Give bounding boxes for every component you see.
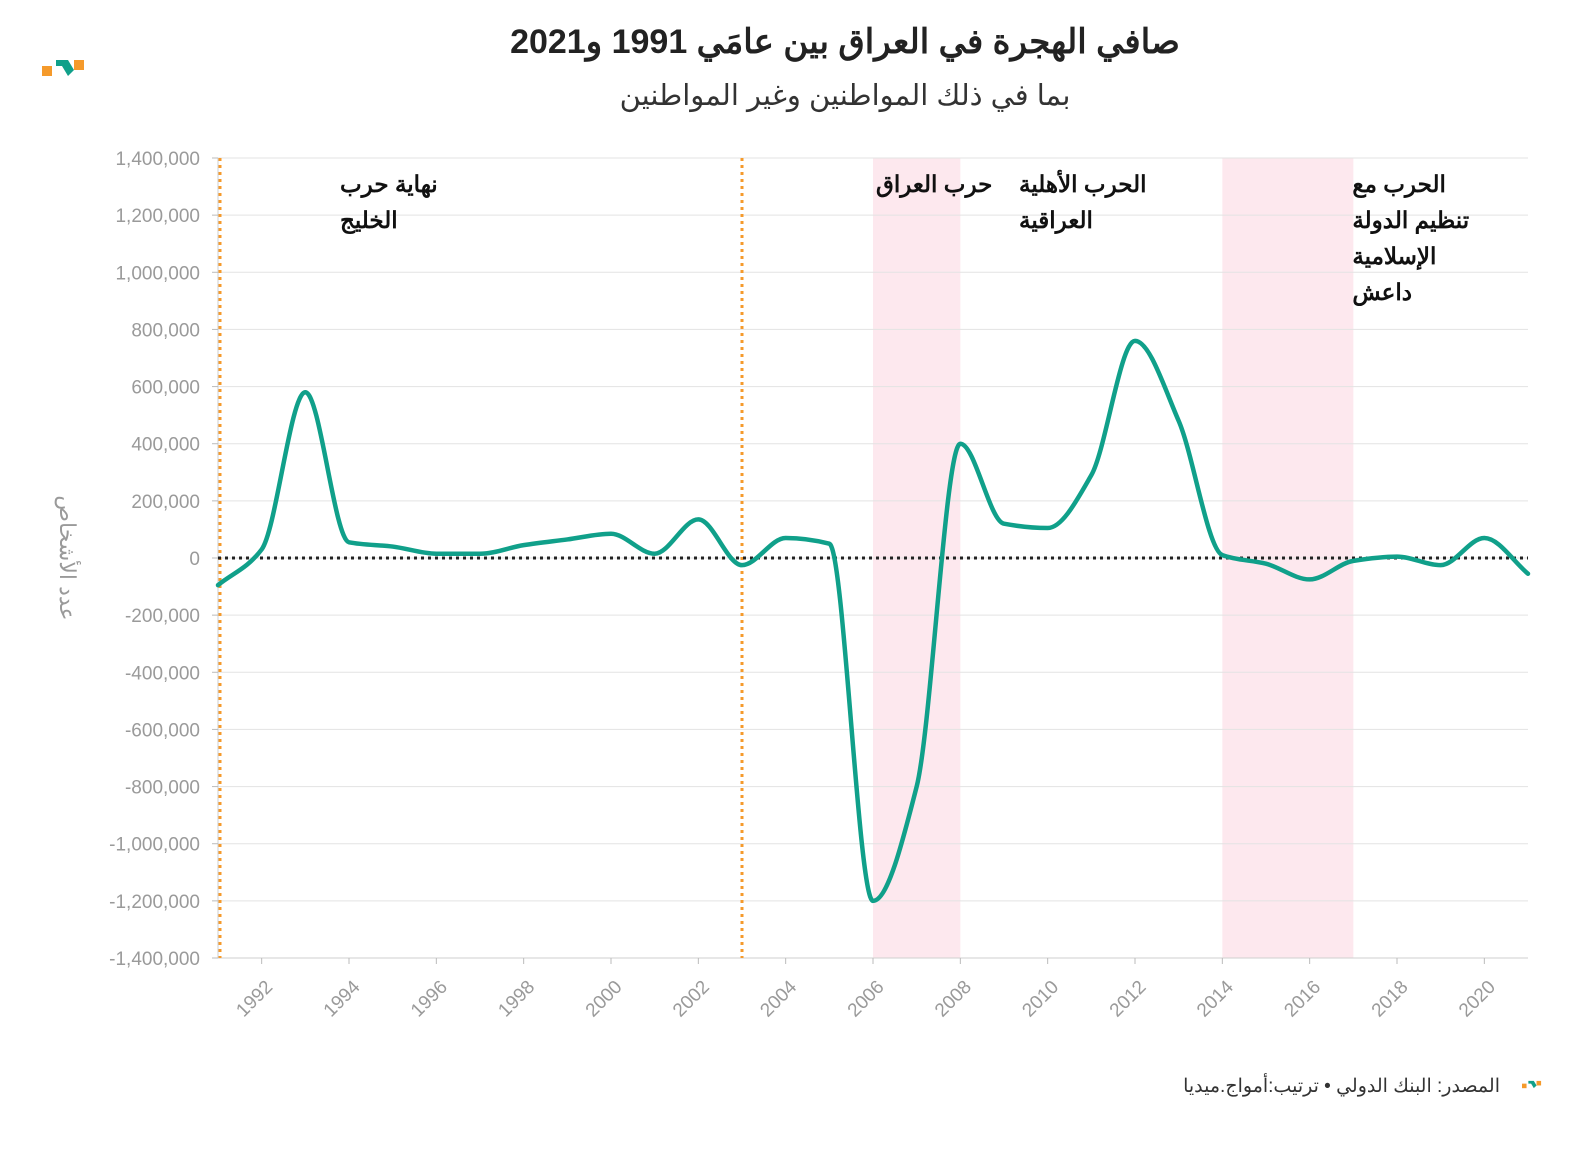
x-tick-label: 2014 bbox=[1193, 976, 1238, 1021]
x-tick-label: 2016 bbox=[1280, 977, 1325, 1022]
x-tick-label: 2018 bbox=[1368, 977, 1413, 1022]
x-tick-label: 2012 bbox=[1106, 977, 1151, 1022]
x-tick-label: 2008 bbox=[931, 977, 976, 1022]
y-tick-label: -800,000 bbox=[125, 778, 200, 799]
annotation-3: الحرب مع تنظيم الدولة الإسلامية داعش bbox=[1352, 171, 1469, 307]
y-tick-label: 1,200,000 bbox=[115, 206, 200, 227]
y-tick-label: 600,000 bbox=[131, 378, 200, 399]
x-tick-label: 2020 bbox=[1455, 977, 1500, 1022]
chart-subtitle: بما في ذلك المواطنين وغير المواطنين bbox=[619, 80, 1071, 112]
y-tick-label: -400,000 bbox=[125, 663, 200, 684]
chart-title: صافي الهجرة في العراق بين عامَي 1991 و20… bbox=[510, 23, 1180, 61]
x-tick-label: 2002 bbox=[669, 977, 714, 1022]
y-tick-label: 1,000,000 bbox=[115, 263, 200, 284]
y-tick-label: 400,000 bbox=[131, 435, 200, 456]
x-tick-label: 1996 bbox=[407, 977, 452, 1022]
y-tick-label: -1,000,000 bbox=[109, 835, 200, 856]
annotation-0: نهاية حرب الخليج bbox=[340, 171, 438, 235]
x-tick-label: 2000 bbox=[582, 977, 627, 1022]
y-tick-label: -1,200,000 bbox=[109, 892, 200, 913]
x-tick-label: 1992 bbox=[232, 977, 277, 1022]
y-tick-label: 800,000 bbox=[131, 320, 200, 341]
annotation-2: الحرب الأهلية العراقية bbox=[1019, 169, 1147, 235]
series-line-0 bbox=[215, 338, 1531, 904]
line-chart: -1,400,000 -1,200,000 -1,000,000 -800,000 -6… bbox=[54, 149, 1531, 1022]
y-tick-label: -1,400,000 bbox=[109, 949, 200, 970]
y-tick-label: -600,000 bbox=[125, 720, 200, 741]
x-tick-label: 2010 bbox=[1018, 977, 1063, 1022]
brand-logo-icon bbox=[42, 60, 84, 76]
x-tick-label: 2004 bbox=[756, 976, 801, 1021]
x-tick-label: 1994 bbox=[320, 976, 365, 1021]
footer-logo-icon bbox=[1522, 1080, 1542, 1089]
source-credit: المصدر: البنك الدولي • ترتيب:أمواج.ميديا bbox=[1183, 1076, 1500, 1097]
x-tick-label: 1998 bbox=[494, 977, 539, 1022]
y-axis-label: عدد الأشخاص bbox=[54, 495, 82, 620]
x-tick-label: 2006 bbox=[844, 977, 889, 1022]
y-tick-label: 0 bbox=[189, 549, 200, 570]
annotation-1: حرب العراق bbox=[876, 171, 992, 199]
y-tick-label: -200,000 bbox=[125, 606, 200, 627]
y-tick-label: 200,000 bbox=[131, 492, 200, 513]
y-tick-label: 1,400,000 bbox=[115, 149, 200, 170]
